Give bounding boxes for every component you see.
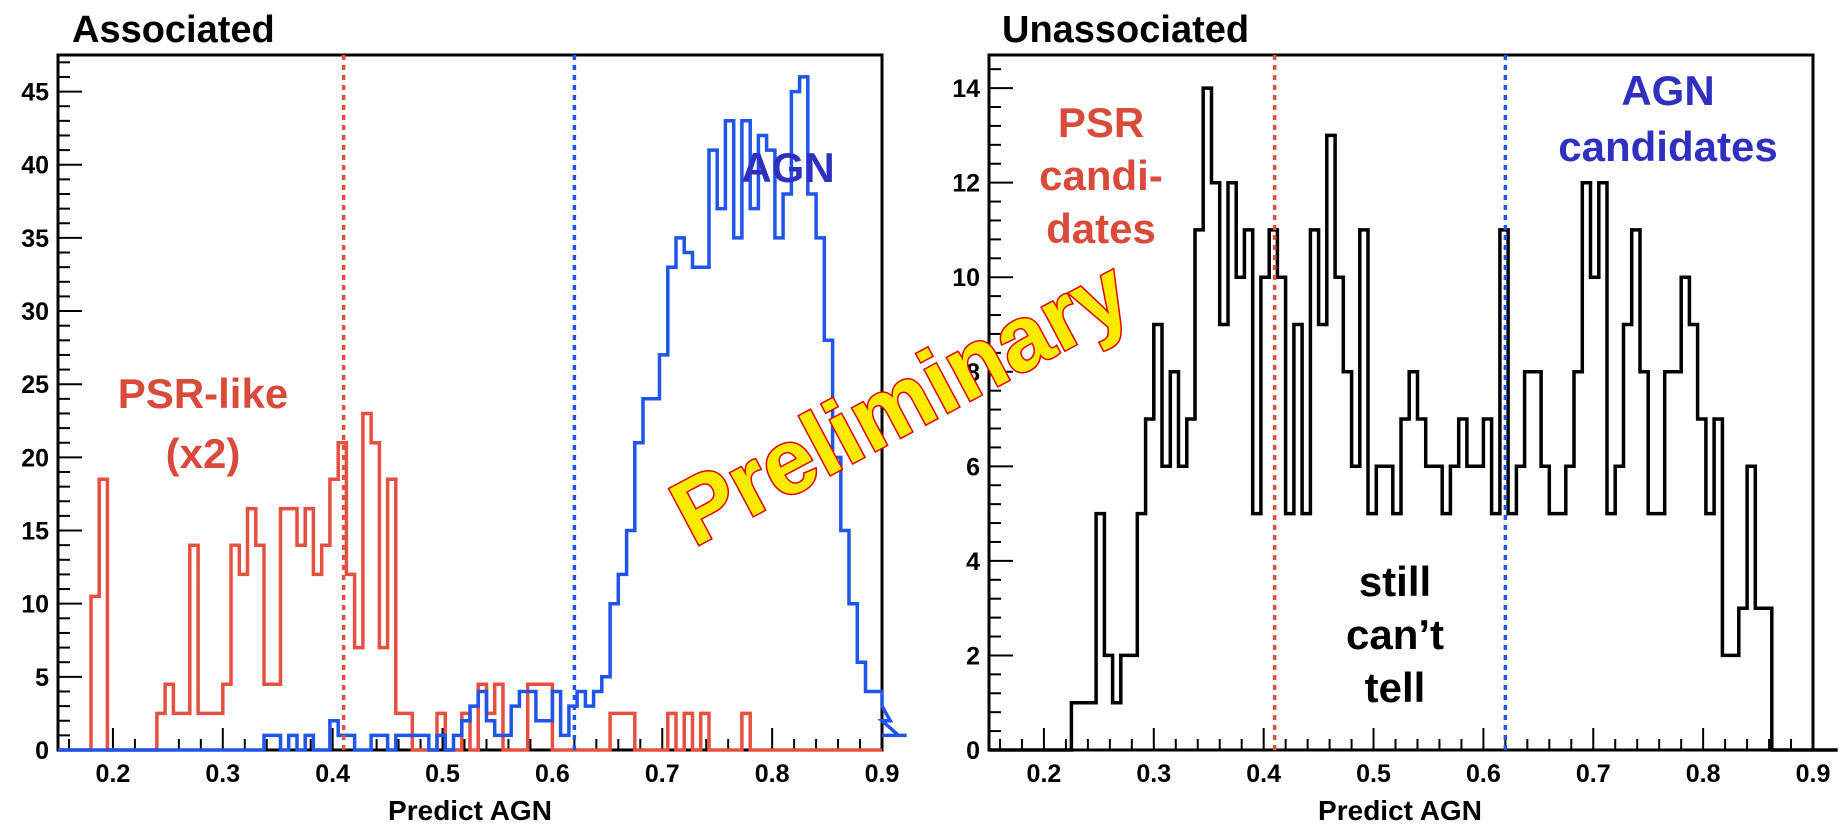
y-tick-label: 14: [952, 75, 980, 103]
y-tick-label: 10: [952, 264, 980, 292]
y-tick-label: 35: [21, 225, 49, 253]
y-tick-label: 6: [966, 453, 980, 481]
y-tick-label: 10: [21, 591, 49, 619]
x-tick-label: 0.3: [205, 760, 240, 788]
histograms: [58, 75, 907, 752]
psr-annotation-line1: PSR: [1058, 99, 1144, 146]
y-tick-label: 0: [35, 737, 49, 765]
neutral-annotation-line3: tell: [1365, 664, 1426, 711]
y-tick-label: 40: [21, 152, 49, 180]
x-tick-label: 0.4: [1246, 760, 1281, 788]
y-tick-label: 12: [952, 170, 980, 198]
agn-histogram: [58, 75, 907, 752]
x-tick-label: 0.7: [1576, 760, 1611, 788]
x-tick-label: 0.7: [645, 760, 680, 788]
x-tick-label: 0.8: [1686, 760, 1721, 788]
x-tick-label: 0.9: [865, 760, 900, 788]
x-tick-label: 0.4: [315, 760, 350, 788]
agn-annotation: AGN: [741, 144, 834, 191]
neutral-annotation-line1: still: [1359, 558, 1431, 605]
x-tick-label: 0.6: [1466, 760, 1501, 788]
panel-title: Associated: [72, 9, 275, 51]
y-tick-label: 15: [21, 518, 49, 546]
x-tick-label: 0.5: [1356, 760, 1391, 788]
y-tick-label: 20: [21, 444, 49, 472]
plot-frame: [987, 53, 1815, 752]
x-tick-labels: 0.2 0.3 0.4 0.5 0.6 0.7 0.8 0.9: [96, 760, 900, 788]
axis-ticks: [989, 68, 1814, 751]
y-tick-label: 45: [21, 79, 49, 107]
x-tick-label: 0.9: [1796, 760, 1831, 788]
neutral-annotation-line2: can’t: [1346, 611, 1444, 658]
preliminary-watermark: Preliminary: [655, 240, 1145, 565]
agn-annotation-line2: candidates: [1558, 123, 1777, 170]
y-tick-label: 8: [966, 359, 980, 387]
x-axis-label: Predict AGN: [388, 795, 552, 825]
unassoc-histogram: [989, 86, 1838, 752]
y-tick-labels: 0 5 10 15 20 25 30 35 40 45: [21, 79, 49, 765]
x-tick-label: 0.5: [425, 760, 460, 788]
x-tick-label: 0.8: [755, 760, 790, 788]
y-tick-label: 25: [21, 371, 49, 399]
y-tick-label: 2: [966, 642, 980, 670]
x-tick-label: 0.3: [1136, 760, 1171, 788]
y-tick-label: 5: [35, 664, 49, 692]
x-tick-label: 0.2: [96, 760, 131, 788]
psr-annotation-line2: (x2): [166, 430, 241, 477]
y-tick-label: 0: [966, 737, 980, 765]
agn-annotation-line1: AGN: [1621, 67, 1714, 114]
psr-annotation-line2: candi-: [1039, 152, 1163, 199]
x-axis-label: Predict AGN: [1318, 795, 1482, 825]
y-tick-label: 30: [21, 298, 49, 326]
x-tick-label: 0.2: [1027, 760, 1062, 788]
psr-annotation-line1: PSR-like: [118, 370, 288, 417]
panel-title: Unassociated: [1002, 9, 1249, 51]
associated-panel: Associated 0.2 0.3 0.4 0.5 0.6 0.7 0.8 0.9 0 5 10…: [21, 9, 907, 825]
histograms: [989, 86, 1838, 752]
y-tick-labels: 0 2 4 6 8 10 12 14: [952, 75, 980, 765]
x-tick-labels: 0.2 0.3 0.4 0.5 0.6 0.7 0.8 0.9: [1027, 760, 1831, 788]
x-tick-label: 0.6: [535, 760, 570, 788]
unassociated-panel: Unassociated 0.2 0.3 0.4 0.5 0.6 0.7 0.8 0.9 0 2…: [952, 9, 1838, 825]
axis-ticks: [58, 61, 883, 751]
y-tick-label: 4: [966, 548, 980, 576]
psr-annotation-line3: dates: [1046, 205, 1156, 252]
